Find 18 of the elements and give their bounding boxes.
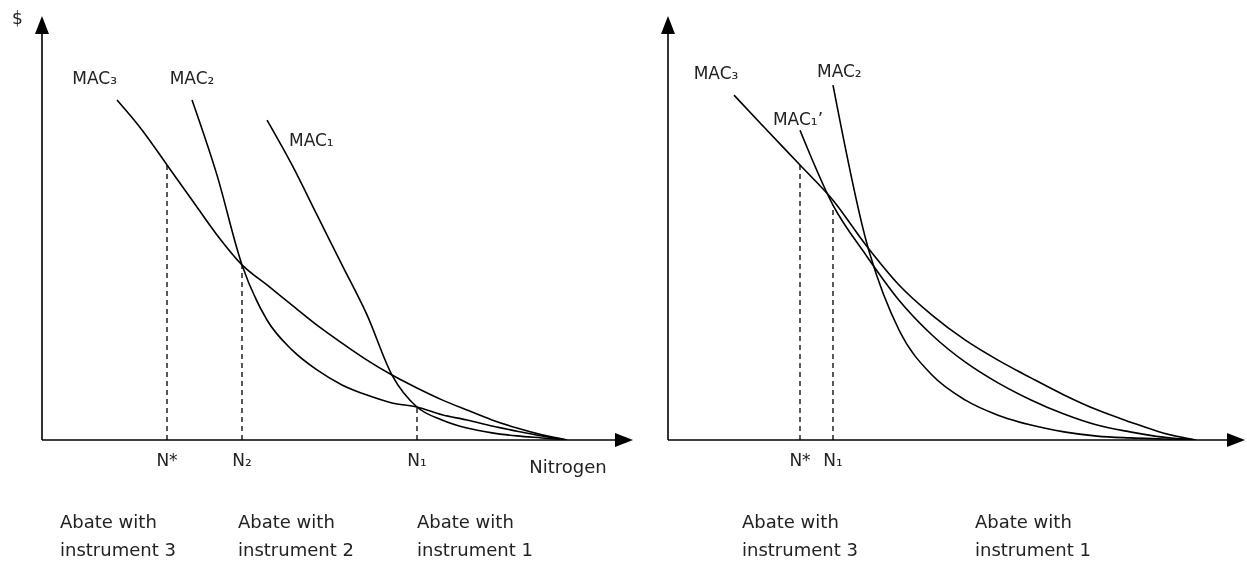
series-label: MAC₃: [693, 63, 739, 84]
text: Abate with instrument 2: [238, 510, 355, 562]
series-label: MAC₃: [72, 68, 117, 88]
series-label: MAC₁: [289, 130, 334, 151]
series-label: MAC₂: [817, 61, 862, 82]
text: Abate with instrument 3: [742, 510, 859, 562]
x-tick-label: N*: [789, 450, 811, 471]
x-tick-label: N₂: [232, 450, 252, 471]
x-axis-title: Nitrogen: [528, 456, 608, 477]
series-label: MAC₁’: [772, 109, 824, 130]
series-label: MAC₂: [169, 68, 215, 88]
x-tick-label: N*: [156, 450, 178, 471]
text: Abate with instrument 1: [975, 510, 1092, 562]
x-tick-label: N₁: [823, 450, 843, 471]
x-tick-label: N₁: [407, 450, 427, 471]
text: Abate with instrument 3: [60, 510, 177, 562]
text: Abate with instrument 1: [417, 510, 534, 562]
y-axis-title: $: [12, 8, 23, 28]
